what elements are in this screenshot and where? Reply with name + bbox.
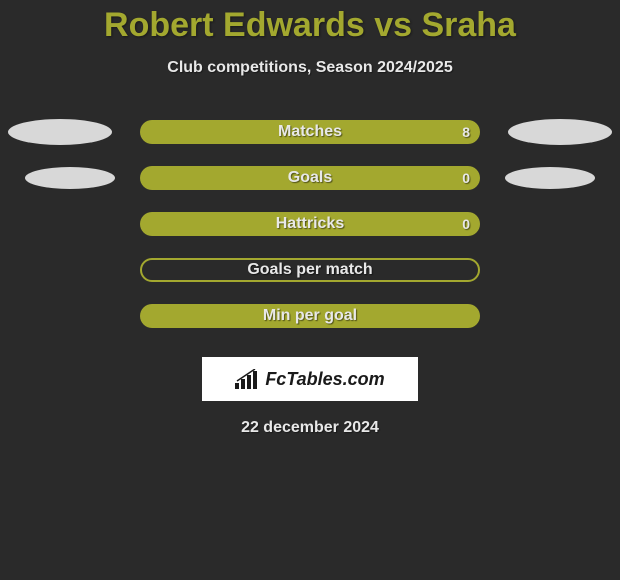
ellipse-right <box>505 167 595 189</box>
stat-value: 0 <box>462 170 470 186</box>
stat-label: Hattricks <box>276 215 344 233</box>
stat-bar: Min per goal <box>140 304 480 328</box>
stat-bar: Goals 0 <box>140 166 480 190</box>
stat-row-goals: Goals 0 <box>0 155 620 201</box>
stat-label: Goals per match <box>247 261 372 279</box>
ellipse-right <box>508 119 612 145</box>
stat-row-goals-per-match: Goals per match <box>0 247 620 293</box>
stat-label: Min per goal <box>263 307 357 325</box>
logo-box[interactable]: FcTables.com <box>202 357 418 401</box>
stat-bar: Goals per match <box>140 258 480 282</box>
ellipse-left <box>8 119 112 145</box>
stat-bar: Hattricks 0 <box>140 212 480 236</box>
stat-row-matches: Matches 8 <box>0 109 620 155</box>
stat-row-hattricks: Hattricks 0 <box>0 201 620 247</box>
chart-icon <box>235 369 259 389</box>
stats-container: Matches 8 Goals 0 Hattricks 0 Goals per … <box>0 109 620 339</box>
stat-value: 8 <box>462 124 470 140</box>
stat-label: Matches <box>278 123 342 141</box>
stat-value: 0 <box>462 216 470 232</box>
logo-text: FcTables.com <box>265 369 384 390</box>
date-label: 22 december 2024 <box>0 419 620 437</box>
page-title: Robert Edwards vs Sraha <box>0 0 620 45</box>
page-subtitle: Club competitions, Season 2024/2025 <box>0 59 620 77</box>
stat-row-min-per-goal: Min per goal <box>0 293 620 339</box>
stat-bar: Matches 8 <box>140 120 480 144</box>
stat-label: Goals <box>288 169 332 187</box>
ellipse-left <box>25 167 115 189</box>
